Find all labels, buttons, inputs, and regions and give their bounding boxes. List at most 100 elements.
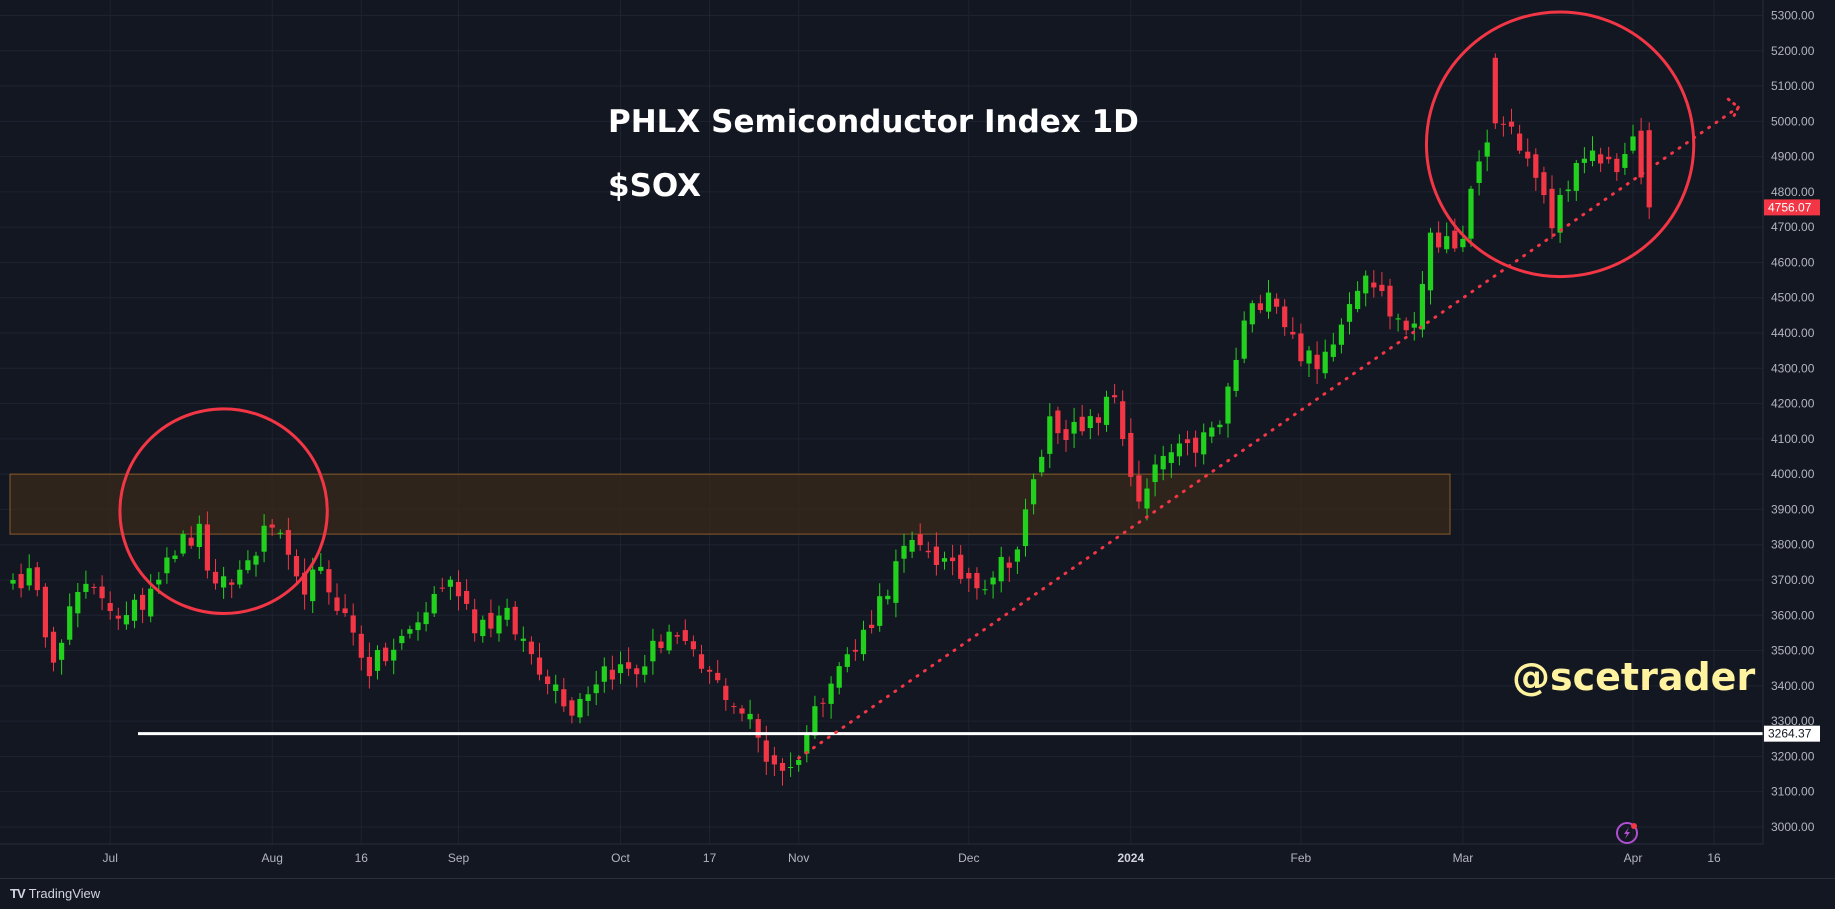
candle — [1598, 147, 1604, 172]
candle — [804, 725, 810, 763]
candle — [788, 752, 794, 777]
candle — [1403, 317, 1409, 335]
candle — [1557, 188, 1563, 243]
candle — [358, 625, 364, 671]
candle — [1346, 292, 1353, 335]
candle — [504, 598, 510, 627]
y-tick-label: 4500.00 — [1771, 291, 1815, 305]
candle — [245, 550, 251, 574]
candle — [1395, 313, 1401, 332]
candle — [869, 610, 875, 634]
candle — [909, 531, 915, 559]
candle — [1500, 116, 1506, 137]
candle — [75, 583, 81, 628]
candle — [1176, 434, 1182, 466]
candle — [399, 629, 405, 650]
candle — [253, 551, 259, 577]
y-tick-label: 3400.00 — [1771, 679, 1815, 693]
candle — [229, 579, 235, 599]
candle — [1436, 221, 1442, 253]
candle — [1549, 175, 1555, 239]
candle — [204, 511, 210, 579]
highlight-circle — [118, 407, 329, 615]
candle — [1371, 270, 1377, 298]
candle — [666, 624, 672, 655]
candle — [1233, 347, 1239, 397]
candle — [1144, 478, 1150, 521]
candle — [42, 583, 48, 648]
x-tick-label: Mar — [1453, 851, 1474, 865]
candle — [1427, 227, 1434, 305]
candle — [391, 638, 397, 675]
x-tick-label: Oct — [611, 851, 630, 865]
candle — [1306, 346, 1312, 377]
candle — [1209, 421, 1215, 444]
candle — [933, 532, 939, 576]
y-tick-label: 4100.00 — [1771, 432, 1815, 446]
candle — [1265, 280, 1272, 319]
candle — [366, 642, 372, 689]
candle — [472, 598, 478, 642]
tradingview-logo[interactable]: TV TradingView — [10, 886, 100, 901]
chart-title: PHLX Semiconductor Index 1D — [608, 104, 1139, 140]
candle — [1533, 148, 1539, 191]
tradingview-logo-icon: TV — [10, 886, 26, 901]
candle — [285, 517, 291, 570]
candle — [536, 642, 543, 681]
candle — [585, 686, 591, 716]
time-axis[interactable]: Jul Aug 16 Sep Oct 17 Nov Dec 2024 Feb Mar Apr 16 — [103, 851, 1721, 865]
candle — [1330, 332, 1336, 362]
candle — [318, 553, 324, 575]
trendline-dotted — [797, 105, 1740, 760]
candle — [1508, 108, 1515, 135]
candle — [1063, 419, 1069, 452]
candle — [1290, 317, 1296, 339]
y-tick-label: 5000.00 — [1771, 114, 1815, 128]
candle — [990, 571, 996, 599]
candle — [334, 583, 340, 616]
candle — [1184, 430, 1191, 456]
last-price-badge: 4756.07 — [1764, 199, 1820, 216]
candle — [67, 593, 73, 645]
candle — [569, 697, 575, 724]
candle — [350, 603, 356, 646]
y-tick-label: 3800.00 — [1771, 538, 1815, 552]
candle — [261, 514, 267, 563]
candle — [958, 545, 964, 584]
lightning-icon[interactable] — [1616, 822, 1638, 844]
candle — [1298, 323, 1304, 367]
tradingview-brand: TradingView — [28, 886, 101, 901]
candle — [1411, 311, 1417, 341]
candle — [172, 550, 178, 563]
candle — [601, 657, 607, 693]
candle — [1314, 341, 1320, 384]
candle — [1630, 124, 1636, 154]
candle — [698, 644, 705, 673]
price-axis[interactable]: 3000.00 3100.00 3200.00 3300.00 3400.00 3500.… — [1771, 9, 1815, 834]
candle — [374, 645, 381, 680]
y-tick-label: 4600.00 — [1771, 255, 1815, 269]
y-tick-label: 4800.00 — [1771, 185, 1815, 199]
candle — [115, 607, 121, 630]
candle — [439, 577, 445, 593]
candle — [1201, 423, 1207, 465]
candle — [1517, 124, 1523, 154]
candle — [1387, 278, 1393, 330]
candle — [1622, 142, 1628, 175]
candle — [131, 593, 138, 629]
candle — [326, 560, 332, 605]
candle — [707, 666, 713, 684]
candle — [1039, 449, 1045, 477]
candle — [269, 519, 275, 536]
candle — [1022, 498, 1029, 557]
candle — [925, 541, 931, 559]
candle — [342, 594, 348, 617]
y-tick-label: 4200.00 — [1771, 397, 1815, 411]
candle — [739, 704, 745, 722]
candle — [561, 677, 567, 712]
candle — [1589, 136, 1596, 167]
candle — [488, 599, 494, 638]
candle — [812, 695, 818, 739]
x-tick-label: Aug — [262, 851, 283, 865]
candle — [966, 567, 972, 593]
